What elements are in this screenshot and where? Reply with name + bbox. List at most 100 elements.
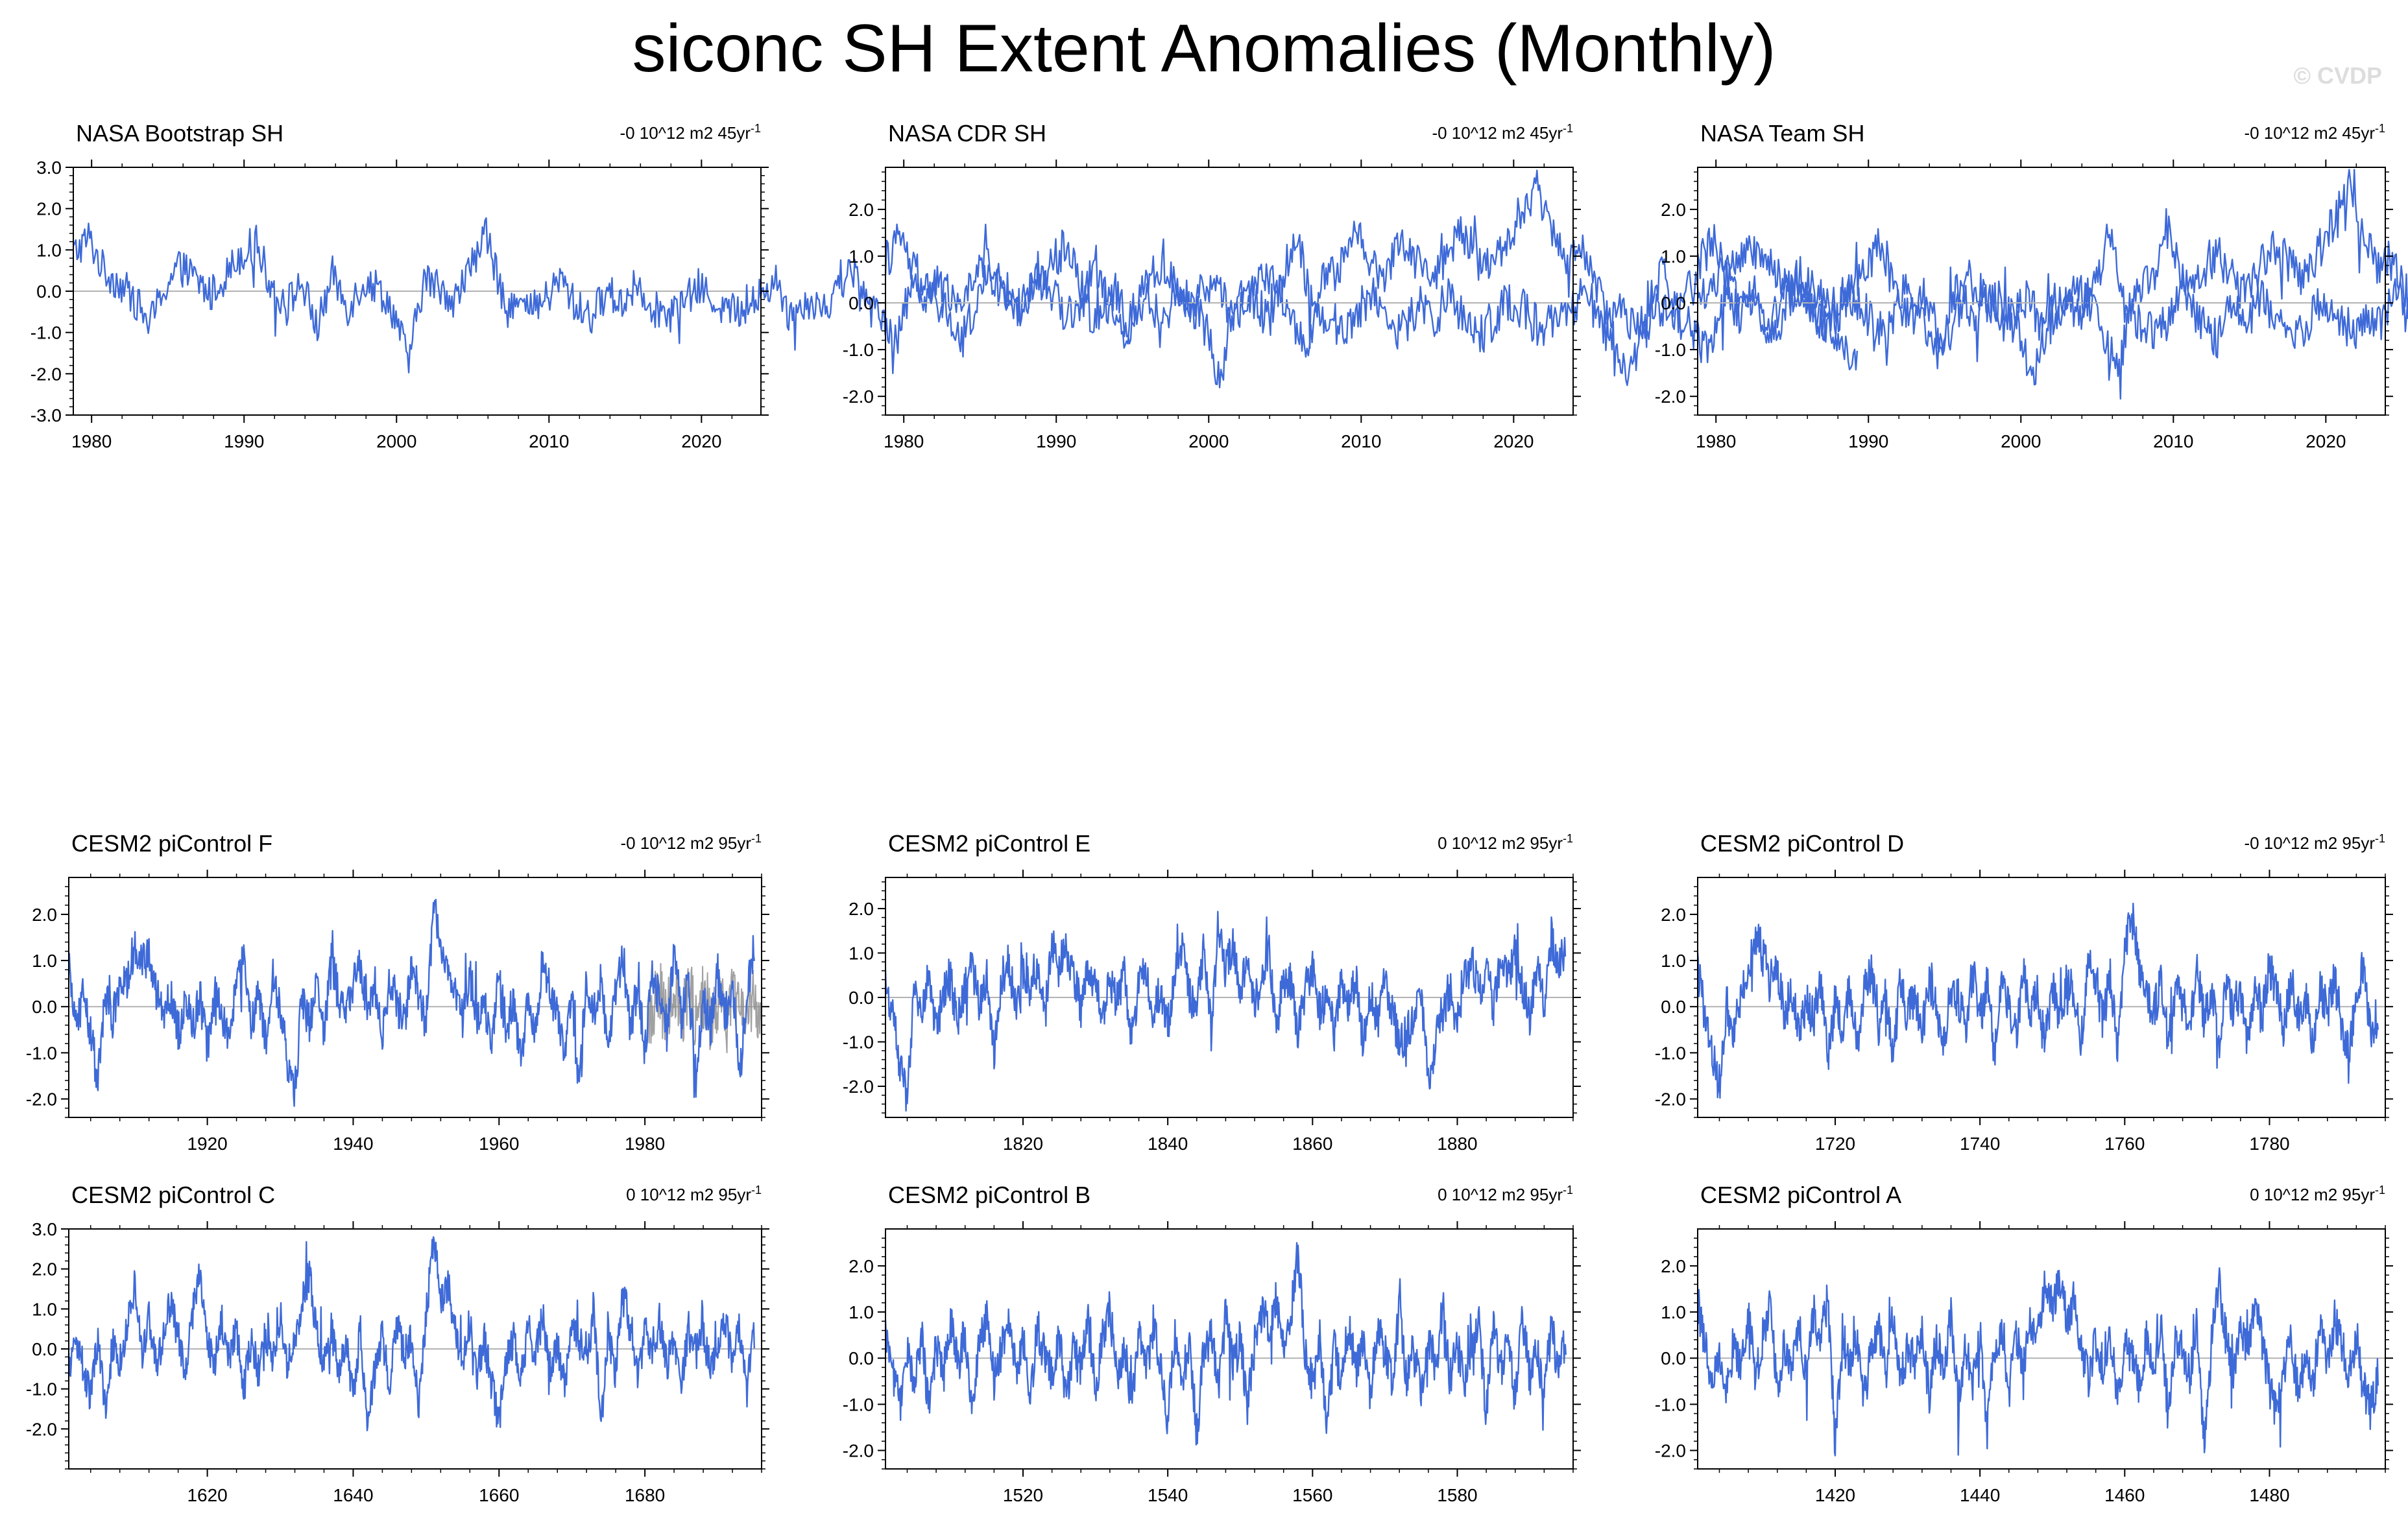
series-line: [884, 1242, 1567, 1446]
series-line: [884, 169, 2408, 400]
panel-2: NASA CDR SH -0 10^12 m2 45yr-1 2.0 1.0 0.0 -1…: [843, 120, 2408, 451]
x-tick-label: 1440: [1960, 1485, 2000, 1505]
x-tick-label: 2020: [1493, 431, 1534, 451]
figure-title: siconc SH Extent Anomalies (Monthly): [632, 11, 1776, 86]
y-tick-label: 0.0: [849, 1348, 874, 1368]
y-tick-label: -1.0: [843, 1032, 874, 1053]
x-tick-label: 1980: [71, 431, 112, 451]
y-tick-label: -1.0: [1655, 1394, 1686, 1414]
x-tick-label: 2000: [2001, 431, 2041, 451]
x-tick-label: 1820: [1003, 1134, 1043, 1154]
y-tick-label: 0.0: [32, 997, 57, 1017]
y-tick-label: 0.0: [1661, 1348, 1686, 1368]
x-tick-label: 2020: [2306, 431, 2346, 451]
y-tick-label: -2.0: [843, 1441, 874, 1461]
series-line: [1697, 1267, 2379, 1457]
y-tick-label: 0.0: [1661, 997, 1686, 1017]
x-tick-label: 1520: [1003, 1485, 1043, 1505]
y-tick-label: 3.0: [32, 1219, 57, 1239]
x-tick-label: 1840: [1148, 1134, 1188, 1154]
y-tick-label: -2.0: [1655, 387, 1686, 407]
y-tick-label: -2.0: [26, 1090, 57, 1110]
x-tick-label: 1860: [1292, 1134, 1332, 1154]
y-tick-label: 2.0: [1661, 905, 1686, 925]
x-tick-label: 1990: [224, 431, 264, 451]
x-tick-label: 1920: [187, 1134, 227, 1154]
y-tick-label: 1.0: [1661, 951, 1686, 971]
panel-title: CESM2 piControl E: [888, 830, 1090, 857]
y-tick-label: 1.0: [36, 240, 62, 260]
y-tick-label: 3.0: [36, 158, 62, 178]
panel-3: NASA Team SH -0 10^12 m2 45yr-1 2.0 1.0 0.0 -…: [1655, 120, 2408, 451]
series-line: [67, 898, 755, 1107]
y-tick-label: 2.0: [32, 905, 57, 925]
x-tick-label: 1560: [1292, 1485, 1332, 1505]
panel-title: CESM2 piControl D: [1700, 830, 1904, 857]
x-tick-label: 1760: [2104, 1134, 2145, 1154]
x-tick-label: 1720: [1815, 1134, 1855, 1154]
y-tick-label: 1.0: [849, 1302, 874, 1322]
x-tick-label: 1990: [1848, 431, 1888, 451]
panel-title: CESM2 piControl C: [71, 1182, 275, 1208]
x-tick-label: 1420: [1815, 1485, 1855, 1505]
plot-frame: [1697, 877, 2386, 1118]
x-tick-label: 1740: [1960, 1134, 2000, 1154]
y-tick-label: -1.0: [843, 1394, 874, 1414]
panel-6: CESM2 piControl D -0 10^12 m2 95yr-1 2.0 1.…: [1655, 830, 2393, 1154]
plot-frame: [1697, 167, 2386, 416]
y-tick-label: 0.0: [849, 988, 874, 1008]
trend-label: 0 10^12 m2 95yr-1: [626, 1184, 762, 1204]
x-tick-label: 1680: [625, 1485, 665, 1505]
y-tick-label: 2.0: [1661, 1256, 1686, 1276]
trend-label: 0 10^12 m2 95yr-1: [1438, 1184, 1573, 1204]
y-tick-label: -2.0: [843, 387, 874, 407]
y-tick-label: 1.0: [1661, 1302, 1686, 1322]
x-tick-label: 1640: [333, 1485, 373, 1505]
x-tick-label: 2000: [376, 431, 416, 451]
x-tick-label: 1660: [479, 1485, 519, 1505]
x-tick-label: 2010: [529, 431, 569, 451]
y-tick-label: -2.0: [26, 1419, 57, 1439]
trend-label: 0 10^12 m2 95yr-1: [1438, 832, 1573, 853]
y-tick-label: 1.0: [849, 943, 874, 963]
panel-title: CESM2 piControl F: [71, 830, 272, 857]
y-tick-label: 1.0: [32, 1299, 57, 1319]
panel-title: CESM2 piControl B: [888, 1182, 1090, 1208]
x-tick-label: 1980: [1696, 431, 1736, 451]
x-tick-label: 1780: [2249, 1134, 2289, 1154]
y-tick-label: 2.0: [1661, 200, 1686, 220]
series-line: [1696, 902, 2379, 1099]
watermark: © CVDP: [2293, 62, 2382, 89]
panel-title: NASA Bootstrap SH: [76, 120, 283, 147]
trend-label: -0 10^12 m2 45yr-1: [1432, 122, 1573, 143]
y-tick-label: -1.0: [26, 1379, 57, 1400]
y-tick-label: -3.0: [30, 405, 62, 425]
y-tick-label: 1.0: [1661, 246, 1686, 267]
y-tick-label: -2.0: [1655, 1090, 1686, 1110]
series-line: [884, 911, 1567, 1112]
x-tick-label: 1980: [884, 431, 924, 451]
series-line: [72, 169, 1859, 387]
trend-label: -0 10^12 m2 95yr-1: [2244, 832, 2385, 853]
y-tick-label: -1.0: [30, 323, 62, 343]
panel-title: CESM2 piControl A: [1700, 1182, 1901, 1208]
x-tick-label: 1540: [1148, 1485, 1188, 1505]
y-tick-label: 2.0: [32, 1259, 57, 1280]
y-tick-label: 1.0: [849, 246, 874, 267]
x-tick-label: 1620: [187, 1485, 227, 1505]
y-tick-label: 2.0: [849, 200, 874, 220]
plot-frame: [885, 167, 1574, 416]
panel-title: NASA Team SH: [1700, 120, 1864, 147]
y-tick-label: -1.0: [843, 340, 874, 360]
y-tick-label: 0.0: [849, 293, 874, 313]
trend-label: -0 10^12 m2 45yr-1: [620, 122, 761, 143]
panel-7: CESM2 piControl C 0 10^12 m2 95yr-1 3.0 2.0…: [26, 1182, 769, 1505]
y-tick-label: -1.0: [1655, 340, 1686, 360]
x-tick-label: 1880: [1437, 1134, 1477, 1154]
x-tick-label: 1460: [2104, 1485, 2145, 1505]
x-tick-label: 2020: [681, 431, 721, 451]
x-tick-label: 2010: [1341, 431, 1381, 451]
y-tick-label: -2.0: [843, 1077, 874, 1097]
panel-5: CESM2 piControl E 0 10^12 m2 95yr-1 2.0 1.0…: [843, 830, 1581, 1154]
